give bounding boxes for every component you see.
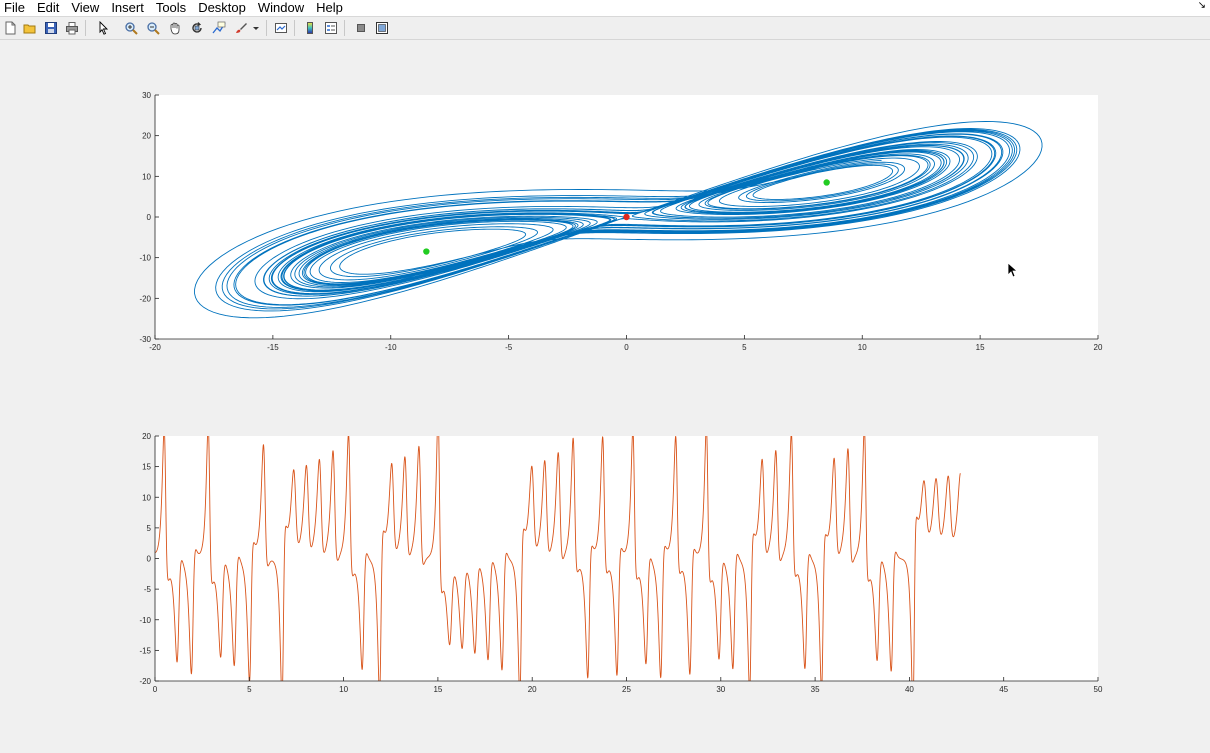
- equilibrium-point: [623, 213, 630, 221]
- equilibrium-point: [423, 248, 430, 255]
- time-series-y-tick-label: 5: [147, 524, 152, 533]
- time-series-x-tick-label: 30: [716, 685, 725, 694]
- time-series-y-tick-label: -10: [139, 616, 151, 625]
- phase-portrait-y-tick-label: -20: [139, 294, 151, 303]
- time-series-x-tick-label: 25: [622, 685, 631, 694]
- save-icon[interactable]: [43, 20, 59, 36]
- toolbar-separator: [266, 20, 267, 36]
- zoom-in-icon[interactable]: [123, 20, 139, 36]
- phase-portrait-y-tick-label: 30: [142, 91, 151, 100]
- time-series-line: [155, 436, 961, 681]
- menu-bar: File Edit View Insert Tools Desktop Wind…: [0, 0, 1210, 17]
- phase-portrait-x-tick-label: 0: [624, 343, 629, 352]
- time-series-axes: 0 5 10 15 20 25 30 35 40 45 50 -20 -15 -10 -5 0 5 10 15 20: [139, 432, 1103, 694]
- time-series-x-tick-label: 10: [339, 685, 348, 694]
- phase-portrait-y-tick-label: -30: [139, 335, 151, 344]
- phase-portrait-y-tick-label: -10: [139, 254, 151, 263]
- time-series-x-tick-label: 50: [1094, 685, 1103, 694]
- time-series-y-tick-label: 10: [142, 493, 151, 502]
- time-series-axes-background: [155, 436, 1098, 681]
- toolbar-separator: [85, 20, 86, 36]
- phase-portrait-y-tick-label: 0: [147, 213, 152, 222]
- equilibrium-point: [823, 179, 830, 186]
- figure-canvas: -20 -15 -10 -5 0 5 10 15 20 -30 -20 -10 0 10 20 30 0 5 10 1…: [0, 40, 1210, 753]
- figure-toolbar: [0, 17, 1210, 40]
- undock-arrow-icon[interactable]: ↘: [1197, 0, 1206, 11]
- legend-icon[interactable]: [323, 20, 339, 36]
- menu-desktop[interactable]: Desktop: [198, 0, 246, 15]
- data-cursor-icon[interactable]: [211, 20, 227, 36]
- brush-dropdown-icon[interactable]: [251, 20, 261, 36]
- phase-portrait-x-tick-label: -5: [505, 343, 513, 352]
- time-series-y-tick-label: -15: [139, 646, 151, 655]
- time-series-x-tick-label: 15: [433, 685, 442, 694]
- rotate-3d-icon[interactable]: [189, 20, 205, 36]
- phase-portrait-x-tick-label: 20: [1094, 343, 1103, 352]
- menu-help[interactable]: Help: [316, 0, 343, 15]
- show-plot-tools-icon[interactable]: [374, 20, 390, 36]
- new-figure-icon[interactable]: [2, 20, 18, 36]
- time-series-x-tick-label: 5: [247, 685, 252, 694]
- open-file-icon[interactable]: [22, 20, 38, 36]
- time-series-y-tick-label: -5: [144, 585, 152, 594]
- time-series-y-tick-label: 15: [142, 463, 151, 472]
- phase-portrait-x-tick-label: -20: [149, 343, 161, 352]
- menu-insert[interactable]: Insert: [111, 0, 144, 15]
- colorbar-icon[interactable]: [302, 20, 318, 36]
- pan-hand-icon[interactable]: [167, 20, 183, 36]
- phase-portrait-x-tick-label: -15: [267, 343, 279, 352]
- brush-icon[interactable]: [233, 20, 249, 36]
- menu-edit[interactable]: Edit: [36, 0, 60, 15]
- time-series-x-tick-label: 0: [153, 685, 158, 694]
- hide-plot-tools-icon[interactable]: [353, 20, 369, 36]
- time-series-x-tick-label: 35: [811, 685, 820, 694]
- toolbar-separator: [344, 20, 345, 36]
- menu-view[interactable]: View: [71, 0, 100, 15]
- mouse-cursor-icon: [1007, 262, 1019, 278]
- print-icon[interactable]: [64, 20, 80, 36]
- menu-file[interactable]: File: [4, 0, 25, 15]
- phase-portrait-x-tick-label: 10: [858, 343, 867, 352]
- phase-portrait-y-tick-label: 20: [142, 132, 151, 141]
- time-series-x-tick-label: 20: [528, 685, 537, 694]
- time-series-x-tick-label: 45: [999, 685, 1008, 694]
- time-series-y-tick-label: 0: [147, 555, 152, 564]
- zoom-out-icon[interactable]: [145, 20, 161, 36]
- phase-portrait-x-tick-label: -10: [385, 343, 397, 352]
- phase-portrait-y-tick-label: 10: [142, 172, 151, 181]
- toolbar-separator: [294, 20, 295, 36]
- phase-portrait-x-tick-label: 15: [976, 343, 985, 352]
- menu-window[interactable]: Window: [257, 0, 305, 15]
- menu-tools[interactable]: Tools: [155, 0, 187, 15]
- time-series-y-tick-label: 20: [142, 432, 151, 441]
- time-series-y-tick-label: -20: [139, 677, 151, 686]
- link-plot-icon[interactable]: [273, 20, 289, 36]
- select-pointer-icon[interactable]: [95, 20, 111, 36]
- time-series-x-tick-label: 40: [905, 685, 914, 694]
- lorenz-trajectory-line: [194, 121, 1043, 319]
- phase-portrait-x-tick-label: 5: [742, 343, 747, 352]
